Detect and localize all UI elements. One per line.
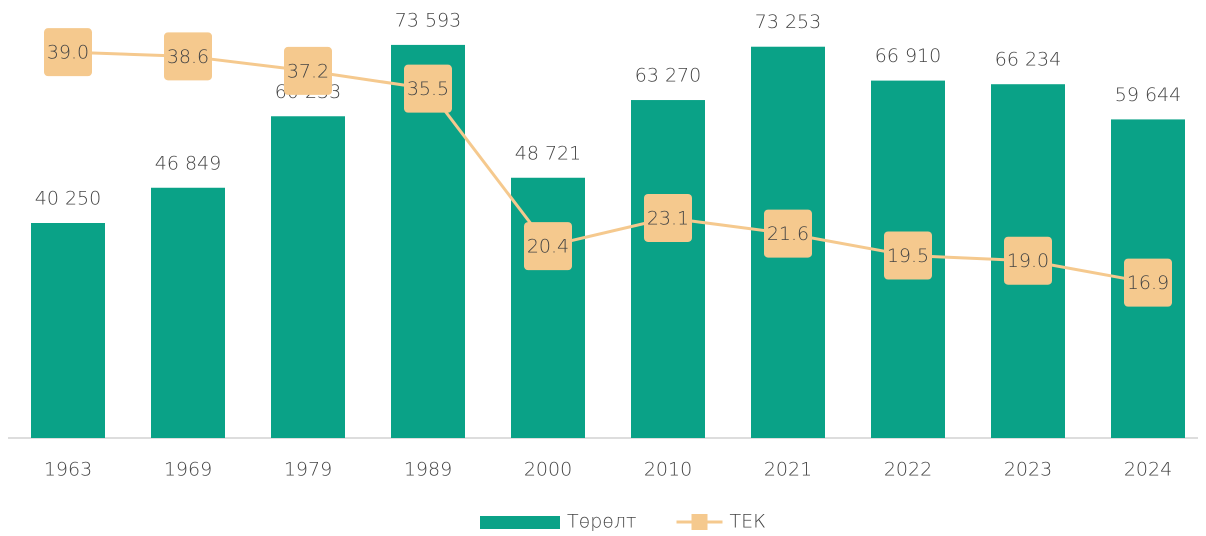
data-label: 16.9: [1127, 272, 1169, 294]
data-label: 66 234: [995, 49, 1061, 71]
marker-box: [644, 193, 692, 242]
marker-box: [44, 28, 92, 77]
x-tick-label: 2000: [524, 459, 572, 481]
data-label: 73 593: [395, 9, 461, 31]
bar: [511, 177, 585, 439]
data-label: 35.5: [407, 78, 449, 100]
data-label: 66 910: [875, 45, 941, 67]
marker-box: [524, 222, 572, 271]
data-label: 73 253: [755, 11, 821, 33]
x-tick-label: 1989: [404, 459, 452, 481]
x-tick-label: 2022: [884, 459, 932, 481]
marker-box: [164, 32, 212, 81]
data-label: 59 644: [1115, 84, 1181, 106]
legend-label: Төрөлт: [567, 511, 637, 533]
legend-label: ТЕК: [730, 511, 766, 533]
marker-box: [1004, 236, 1052, 285]
legend-swatch: [480, 516, 560, 529]
marker-box: [884, 231, 932, 280]
bar: [151, 187, 225, 438]
data-label: 20.4: [527, 236, 569, 258]
legend-marker: [691, 514, 708, 530]
x-tick-label: 1963: [44, 459, 92, 481]
marker-box: [764, 209, 812, 258]
bar: [271, 116, 345, 438]
data-label: 19.5: [887, 245, 929, 267]
data-label: 19.0: [1007, 250, 1049, 272]
data-label: 23.1: [647, 207, 689, 229]
x-tick-label: 1969: [164, 459, 212, 481]
data-label: 39.0: [47, 42, 89, 64]
data-label: 37.2: [287, 60, 329, 82]
marker-box: [284, 46, 332, 95]
bar: [631, 100, 705, 439]
x-tick-label: 2024: [1124, 459, 1172, 481]
x-tick-label: 2023: [1004, 459, 1052, 481]
data-label: 38.6: [167, 46, 209, 68]
data-label: 40 250: [35, 188, 101, 210]
data-label: 46 849: [155, 152, 221, 174]
data-label: 48 721: [515, 142, 581, 164]
marker-box: [1124, 258, 1172, 307]
x-tick-label: 1979: [284, 459, 332, 481]
x-tick-label: 2021: [764, 459, 812, 481]
data-label: 63 270: [635, 65, 701, 87]
line: [67, 50, 1149, 285]
data-label: 21.6: [767, 223, 809, 245]
x-tick-label: 2010: [644, 459, 692, 481]
marker-box: [404, 64, 452, 113]
bar: [31, 223, 105, 438]
